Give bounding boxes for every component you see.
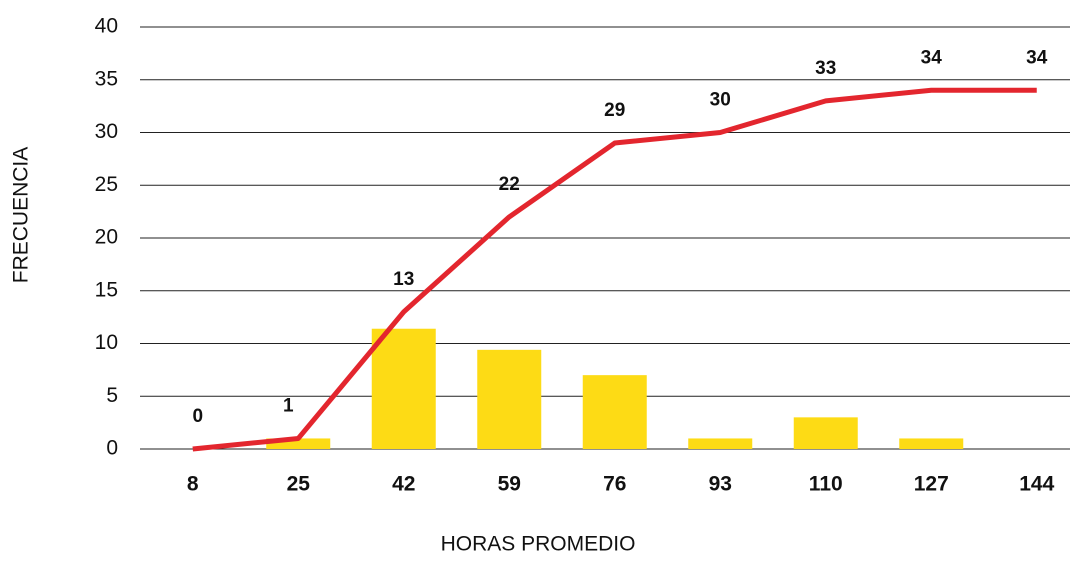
x-tick-label: 144 — [1019, 473, 1054, 496]
x-tick-label: 42 — [392, 473, 415, 496]
bar — [793, 417, 858, 449]
y-tick-label: 15 — [95, 278, 118, 301]
data-label: 1 — [283, 395, 294, 416]
y-tick-label: 0 — [106, 437, 118, 460]
data-label: 34 — [921, 47, 943, 68]
x-tick-label: 127 — [914, 473, 949, 496]
x-tick-label: 110 — [809, 473, 843, 496]
y-tick-label: 25 — [95, 173, 118, 196]
x-tick-label: 76 — [603, 473, 626, 496]
y-tick-label: 5 — [106, 384, 118, 407]
y-tick-label: 20 — [95, 226, 118, 249]
x-tick-label: 59 — [498, 473, 521, 496]
data-label: 33 — [815, 58, 836, 79]
data-label: 0 — [192, 406, 203, 427]
x-axis-title: HORAS PROMEDIO — [441, 533, 636, 556]
data-label: 22 — [499, 174, 520, 195]
y-tick-label: 35 — [95, 67, 118, 90]
y-tick-label: 40 — [95, 15, 118, 38]
line — [192, 87, 1037, 452]
data-label: 29 — [604, 100, 625, 121]
x-tick-label: 25 — [287, 473, 311, 496]
bar — [582, 375, 647, 449]
bar — [266, 438, 331, 449]
y-axis-title: FRECUENCIA — [10, 147, 33, 284]
data-label: 13 — [393, 269, 414, 290]
x-tick-label: 93 — [709, 473, 732, 496]
bar — [371, 328, 436, 449]
bar — [688, 438, 753, 449]
bar — [899, 438, 964, 449]
data-label: 30 — [710, 90, 731, 111]
data-label: 34 — [1026, 47, 1048, 68]
y-tick-label: 10 — [95, 331, 118, 354]
x-tick-label: 8 — [187, 473, 199, 496]
bar — [477, 349, 542, 449]
y-tick-label: 30 — [95, 120, 118, 143]
